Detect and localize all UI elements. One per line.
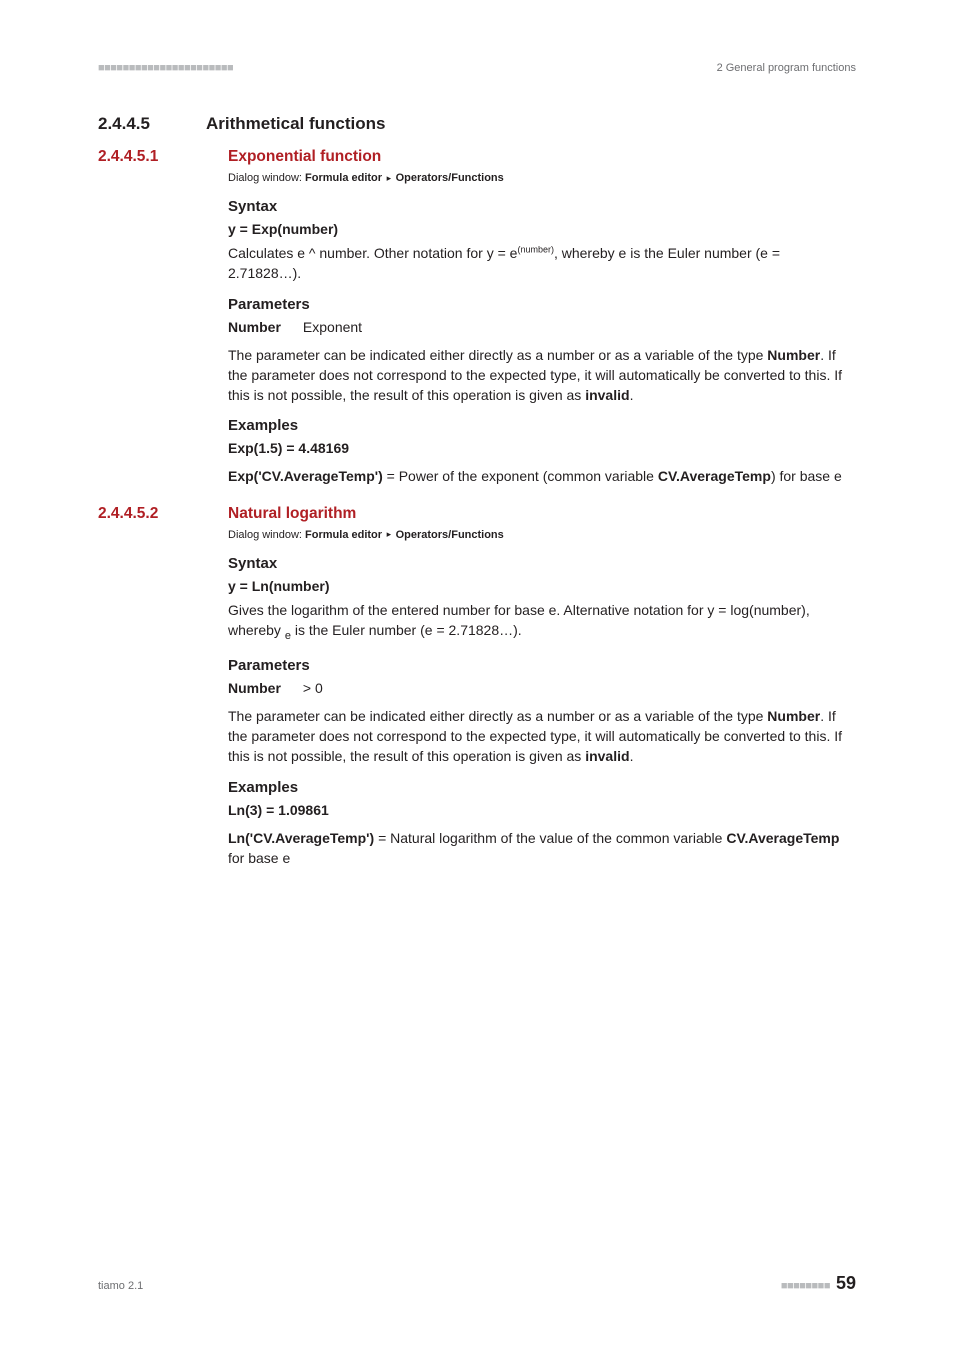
heading-title: Natural logarithm	[228, 505, 356, 523]
page-footer: tiamo 2.1 ■■■■■■■■ 59	[98, 1273, 856, 1294]
text: CV.AverageTemp	[658, 468, 771, 484]
text: The parameter can be indicated either di…	[228, 347, 767, 363]
dialog-part: Formula editor	[305, 172, 382, 184]
dialog-prefix: Dialog window:	[228, 529, 305, 541]
header-dashes: ■■■■■■■■■■■■■■■■■■■■■■	[98, 62, 233, 74]
example: Ln(3) = 1.09861	[228, 802, 856, 818]
section-exp: Dialog window: Formula editor ▸ Operator…	[228, 172, 856, 487]
text: ) for base e	[771, 468, 842, 484]
dialog-path: Dialog window: Formula editor ▸ Operator…	[228, 529, 856, 541]
description: Calculates e ^ number. Other notation fo…	[228, 243, 856, 284]
text: Exp('CV.AverageTemp')	[228, 468, 383, 484]
description: Gives the logarithm of the entered numbe…	[228, 600, 856, 645]
text: .	[630, 387, 634, 403]
breadcrumb-separator-icon: ▸	[382, 529, 396, 539]
text: Calculates e ^ number. Other notation fo…	[228, 245, 517, 261]
dialog-path: Dialog window: Formula editor ▸ Operator…	[228, 172, 856, 184]
parameter-description: The parameter can be indicated either di…	[228, 706, 856, 767]
text: = Natural logarithm of the value of the …	[374, 830, 726, 846]
syntax-expression: y = Ln(number)	[228, 578, 856, 594]
text: is the Euler number (e = 2.71828…).	[291, 622, 522, 638]
example: Exp('CV.AverageTemp') = Power of the exp…	[228, 466, 856, 486]
footer-right: ■■■■■■■■ 59	[781, 1273, 856, 1294]
parameters-heading: Parameters	[228, 657, 856, 674]
text: CV.AverageTemp	[726, 830, 839, 846]
dialog-prefix: Dialog window:	[228, 172, 305, 184]
text: Ln('CV.AverageTemp')	[228, 830, 374, 846]
text: Number	[767, 347, 820, 363]
dialog-part: Formula editor	[305, 529, 382, 541]
heading-24452: 2.4.4.5.2 Natural logarithm	[98, 505, 856, 523]
example: Exp(1.5) = 4.48169	[228, 440, 856, 456]
dialog-part: Operators/Functions	[396, 529, 504, 541]
dialog-part: Operators/Functions	[396, 172, 504, 184]
text: Number	[767, 708, 820, 724]
text: .	[630, 748, 634, 764]
heading-2445: 2.4.4.5 Arithmetical functions	[98, 114, 856, 134]
breadcrumb-separator-icon: ▸	[382, 173, 396, 183]
text: Gives the logarithm of the entered numbe…	[228, 602, 749, 618]
syntax-expression: y = Exp(number)	[228, 221, 856, 237]
text: for base e	[228, 850, 290, 866]
text: invalid	[585, 748, 629, 764]
parameter-description: The parameter can be indicated either di…	[228, 345, 856, 406]
parameter-value: > 0	[303, 680, 323, 696]
header-chapter: 2 General program functions	[717, 62, 856, 74]
text: The parameter can be indicated either di…	[228, 708, 767, 724]
syntax-heading: Syntax	[228, 198, 856, 215]
heading-number: 2.4.4.5.1	[98, 148, 228, 166]
heading-24451: 2.4.4.5.1 Exponential function	[98, 148, 856, 166]
examples-heading: Examples	[228, 417, 856, 434]
parameter-row: Number > 0	[228, 680, 856, 696]
parameter-row: Number Exponent	[228, 319, 856, 335]
heading-number: 2.4.4.5.2	[98, 505, 228, 523]
section-ln: Dialog window: Formula editor ▸ Operator…	[228, 529, 856, 869]
heading-title: Arithmetical functions	[206, 114, 385, 134]
heading-title: Exponential function	[228, 148, 381, 166]
page-number: 59	[836, 1273, 856, 1294]
parameter-name: Number	[228, 319, 281, 335]
footer-product: tiamo 2.1	[98, 1280, 143, 1292]
syntax-heading: Syntax	[228, 555, 856, 572]
example: Ln('CV.AverageTemp') = Natural logarithm…	[228, 828, 856, 869]
parameters-heading: Parameters	[228, 296, 856, 313]
examples-heading: Examples	[228, 779, 856, 796]
superscript: (number)	[517, 244, 554, 254]
parameter-value: Exponent	[303, 319, 362, 335]
heading-number: 2.4.4.5	[98, 114, 206, 134]
parameter-name: Number	[228, 680, 281, 696]
page-header: ■■■■■■■■■■■■■■■■■■■■■■ 2 General program…	[98, 62, 856, 74]
text: = Power of the exponent (common variable	[383, 468, 658, 484]
footer-dashes: ■■■■■■■■	[781, 1280, 830, 1292]
text: invalid	[585, 387, 629, 403]
